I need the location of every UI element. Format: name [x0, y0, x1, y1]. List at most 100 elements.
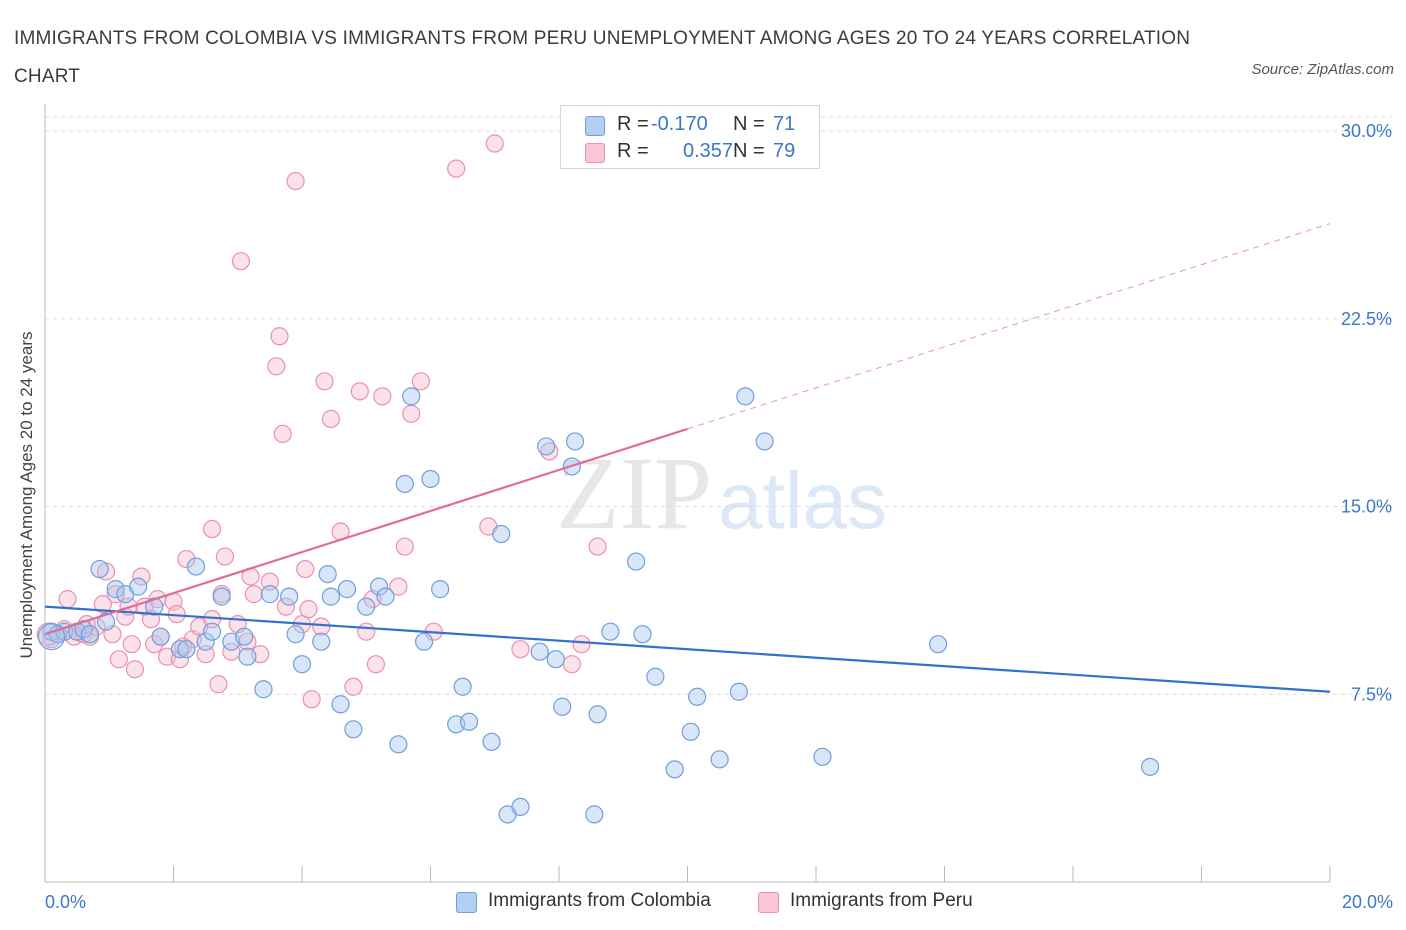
bottom-legend-colombia-label: Immigrants from Colombia	[488, 890, 711, 911]
colombia-point	[357, 597, 376, 616]
peru-point	[238, 632, 257, 651]
peru-point	[299, 600, 318, 619]
watermark-atlas: atlas	[718, 456, 887, 545]
bottom-legend-peru-label: Immigrants from Peru	[790, 890, 973, 911]
colombia-point	[260, 585, 279, 604]
peru-point	[231, 252, 251, 271]
peru-point	[174, 637, 193, 656]
colombia-point	[813, 747, 832, 766]
peru-point	[122, 635, 141, 654]
peru-point	[93, 595, 112, 614]
axes	[44, 104, 1331, 883]
peru-point	[106, 585, 125, 604]
colombia-point	[235, 627, 254, 646]
peru-point	[286, 171, 305, 191]
colombia-point	[755, 432, 774, 451]
peru-point	[302, 690, 321, 709]
peru-point	[485, 134, 504, 153]
peru-point	[109, 650, 128, 669]
colombia-point	[633, 625, 652, 644]
r-label: R =	[617, 140, 649, 162]
chart-title: IMMIGRANTS FROM COLOMBIA VS IMMIGRANTS F…	[14, 28, 1191, 87]
peru-point	[321, 409, 341, 428]
peru-points	[36, 134, 607, 709]
peru-point	[273, 424, 292, 444]
peru-point	[395, 537, 414, 556]
colombia-point	[537, 437, 556, 456]
peru-point	[132, 567, 151, 586]
colombia-point	[421, 469, 440, 489]
colombia-point	[710, 750, 729, 769]
n-label: N =	[733, 113, 765, 135]
peru-point	[58, 590, 77, 609]
colombia-point	[196, 632, 215, 651]
y-tick-label: 7.5%	[1351, 684, 1392, 704]
colombia-point	[626, 552, 646, 571]
peru-point	[296, 559, 315, 579]
peru-point	[244, 585, 263, 604]
colombia-point	[688, 687, 707, 706]
y-tick-label: 30.0%	[1341, 121, 1392, 141]
x-tick-label: 20.0%	[1342, 892, 1393, 912]
peru-point	[260, 572, 279, 591]
watermark-zip: ZIP	[556, 436, 712, 551]
colombia-point	[286, 625, 305, 644]
correlation-legend: R = -0.170 N = 71 R = 0.357 N = 79	[560, 105, 820, 169]
peru-trend-line	[44, 427, 688, 636]
peru-point	[389, 577, 408, 596]
peru-point	[312, 617, 331, 636]
colombia-point	[202, 622, 222, 641]
peru-swatch	[585, 143, 605, 163]
peru-point	[511, 640, 530, 659]
colombia-point	[331, 695, 350, 714]
colombia-point	[321, 587, 341, 606]
colombia-swatch	[456, 892, 477, 913]
colombia-point	[588, 705, 607, 724]
r-label: R =	[617, 113, 649, 135]
colombia-point	[212, 587, 231, 606]
peru-point	[402, 404, 421, 423]
peru-point	[267, 357, 286, 376]
colombia-point	[492, 524, 511, 544]
peru-point	[357, 622, 376, 641]
grid-lines	[45, 116, 1395, 695]
peru-point	[350, 382, 369, 401]
peru-point	[177, 549, 196, 569]
peru-point	[209, 675, 228, 694]
colombia-point	[106, 580, 125, 599]
colombia-point	[312, 632, 331, 651]
colombia-point	[565, 432, 585, 451]
colombia-point	[646, 667, 665, 686]
colombia-point	[729, 682, 749, 701]
y-tick-label: 22.5%	[1341, 309, 1392, 329]
colombia-point	[238, 647, 257, 666]
peru-trend-extension	[687, 223, 1331, 430]
peru-point	[562, 655, 581, 674]
n-value-colombia: 71	[773, 113, 796, 135]
r-value-peru: 0.357	[683, 140, 734, 162]
peru-point	[540, 442, 559, 461]
peru-point	[572, 635, 591, 654]
peru-point	[315, 372, 334, 391]
colombia-trend-line	[44, 605, 1331, 693]
colombia-point	[928, 635, 948, 654]
r-value-colombia: -0.170	[651, 113, 708, 135]
tick-labels: 7.5% 15.0% 22.5% 30.0% 0.0% 20.0%	[45, 121, 1393, 912]
colombia-point	[431, 580, 450, 599]
colombia-point	[601, 622, 620, 641]
colombia-point	[151, 627, 170, 646]
colombia-point	[186, 557, 206, 576]
peru-point	[373, 387, 392, 406]
colombia-point	[482, 732, 501, 751]
colombia-point	[177, 640, 196, 659]
n-label: N =	[733, 140, 765, 162]
colombia-point	[665, 760, 684, 779]
colombia-point	[681, 722, 700, 741]
colombia-point	[90, 559, 109, 579]
colombia-point	[530, 642, 549, 661]
peru-point	[588, 537, 607, 556]
colombia-point	[395, 474, 414, 494]
colombia-point	[337, 580, 357, 599]
colombia-point	[280, 587, 299, 606]
